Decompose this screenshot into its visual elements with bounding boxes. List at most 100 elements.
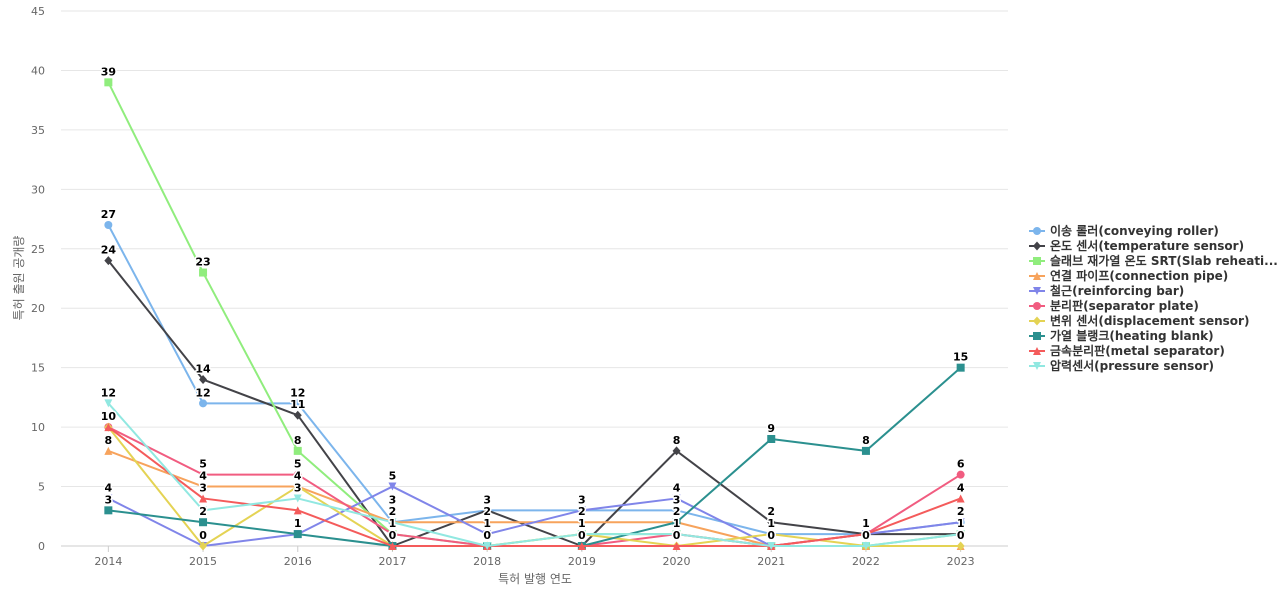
data-label: 4 — [294, 470, 302, 483]
x-tick-label: 2021 — [757, 555, 785, 568]
x-tick-label: 2016 — [284, 555, 312, 568]
legend-item[interactable]: 가열 블랭크(heating blank) — [1029, 328, 1214, 343]
series-line — [107, 81, 962, 547]
legend-marker — [1033, 272, 1041, 280]
legend-item[interactable]: 압력센서(pressure sensor) — [1029, 358, 1214, 373]
legend-item[interactable]: 변위 센서(displacement sensor) — [1029, 313, 1249, 328]
x-tick-label: 2023 — [947, 555, 975, 568]
y-tick-label: 30 — [31, 183, 45, 196]
data-label: 5 — [389, 470, 397, 483]
legend-item[interactable]: 금속분리판(metal separator) — [1029, 343, 1225, 358]
data-point — [672, 530, 681, 539]
data-point — [767, 517, 776, 527]
data-point — [483, 505, 492, 515]
data-point — [577, 542, 586, 550]
data-label: 10 — [101, 410, 117, 423]
data-label: 3 — [673, 493, 681, 506]
data-point — [293, 399, 302, 408]
legend[interactable]: 이송 롤러(conveying roller)온도 센서(temperature… — [1029, 223, 1278, 373]
data-label: 3 — [578, 493, 586, 506]
data-point — [199, 494, 208, 503]
data-label: 5 — [199, 458, 207, 471]
legend-label: 온도 센서(temperature sensor) — [1050, 238, 1244, 253]
data-label: 23 — [195, 256, 210, 269]
legend-item[interactable]: 철근(reinforcing bar) — [1029, 283, 1184, 298]
data-label: 2 — [389, 505, 397, 518]
data-label: 2 — [578, 505, 586, 518]
data-label: 2 — [767, 505, 775, 518]
x-tick-label: 2022 — [852, 555, 880, 568]
data-label: 8 — [862, 434, 870, 447]
data-point — [577, 506, 586, 515]
y-tick-label: 10 — [31, 421, 45, 434]
data-label: 12 — [290, 386, 305, 399]
data-label: 3 — [105, 493, 113, 506]
legend-label: 가열 블랭크(heating blank) — [1050, 328, 1214, 343]
data-label: 12 — [195, 386, 210, 399]
data-label: 24 — [101, 244, 117, 257]
data-point — [672, 518, 681, 527]
y-tick-label: 20 — [31, 302, 45, 315]
legend-label: 슬래브 재가열 온도 SRT(Slab reheati... — [1050, 253, 1278, 268]
y-tick-label: 40 — [31, 64, 45, 77]
data-point — [199, 518, 208, 527]
legend-marker — [1033, 316, 1041, 326]
data-point — [956, 530, 965, 539]
data-label: 14 — [195, 363, 211, 376]
series-line — [107, 366, 962, 547]
data-label: 1 — [294, 517, 302, 530]
data-point — [956, 518, 965, 527]
data-label: 1 — [389, 517, 397, 530]
data-point — [483, 542, 492, 550]
data-point — [293, 410, 302, 420]
data-label: 15 — [953, 351, 968, 364]
data-label: 8 — [105, 434, 113, 447]
data-label: 4 — [105, 481, 113, 494]
data-label: 2 — [483, 505, 491, 518]
series-group — [104, 78, 965, 550]
data-label: 3 — [199, 481, 207, 494]
x-tick-label: 2014 — [94, 555, 122, 568]
data-label: 6 — [957, 458, 965, 471]
data-point — [861, 530, 870, 539]
y-tick-label: 5 — [38, 481, 45, 494]
x-tick-label: 2020 — [663, 555, 691, 568]
data-label: 0 — [957, 529, 965, 542]
data-point — [956, 494, 965, 503]
data-label: 0 — [578, 529, 586, 542]
data-labels: 3927241210843231412543201211854315321032… — [99, 64, 970, 544]
data-point — [293, 446, 302, 455]
legend-marker — [1033, 347, 1041, 355]
data-label: 0 — [862, 529, 870, 542]
legend-item[interactable]: 분리판(separator plate) — [1029, 298, 1199, 313]
data-point — [672, 542, 681, 550]
legend-item[interactable]: 연결 파이프(connection pipe) — [1029, 268, 1228, 283]
data-point — [388, 518, 397, 527]
legend-item[interactable]: 온도 센서(temperature sensor) — [1029, 238, 1244, 253]
data-point — [956, 470, 965, 479]
data-point — [199, 375, 208, 385]
data-point — [104, 78, 113, 87]
legend-label: 압력센서(pressure sensor) — [1050, 358, 1214, 373]
legend-label: 금속분리판(metal separator) — [1050, 343, 1225, 358]
data-label: 3 — [483, 493, 491, 506]
legend-marker — [1033, 227, 1041, 235]
legend-item[interactable]: 이송 롤러(conveying roller) — [1029, 223, 1219, 238]
data-point — [104, 221, 113, 229]
data-point — [577, 530, 586, 539]
data-point — [104, 423, 113, 432]
data-label: 2 — [673, 505, 681, 518]
data-label: 0 — [389, 529, 397, 542]
series-line — [107, 449, 962, 547]
series-line — [107, 402, 962, 547]
data-point — [861, 542, 870, 550]
data-label: 1 — [862, 517, 870, 530]
data-point — [199, 399, 208, 408]
data-point — [104, 256, 113, 266]
data-point — [293, 494, 302, 503]
data-point — [767, 529, 776, 539]
data-point — [956, 363, 965, 372]
data-label: 4 — [199, 470, 207, 483]
legend-item[interactable]: 슬래브 재가열 온도 SRT(Slab reheati... — [1029, 253, 1278, 268]
